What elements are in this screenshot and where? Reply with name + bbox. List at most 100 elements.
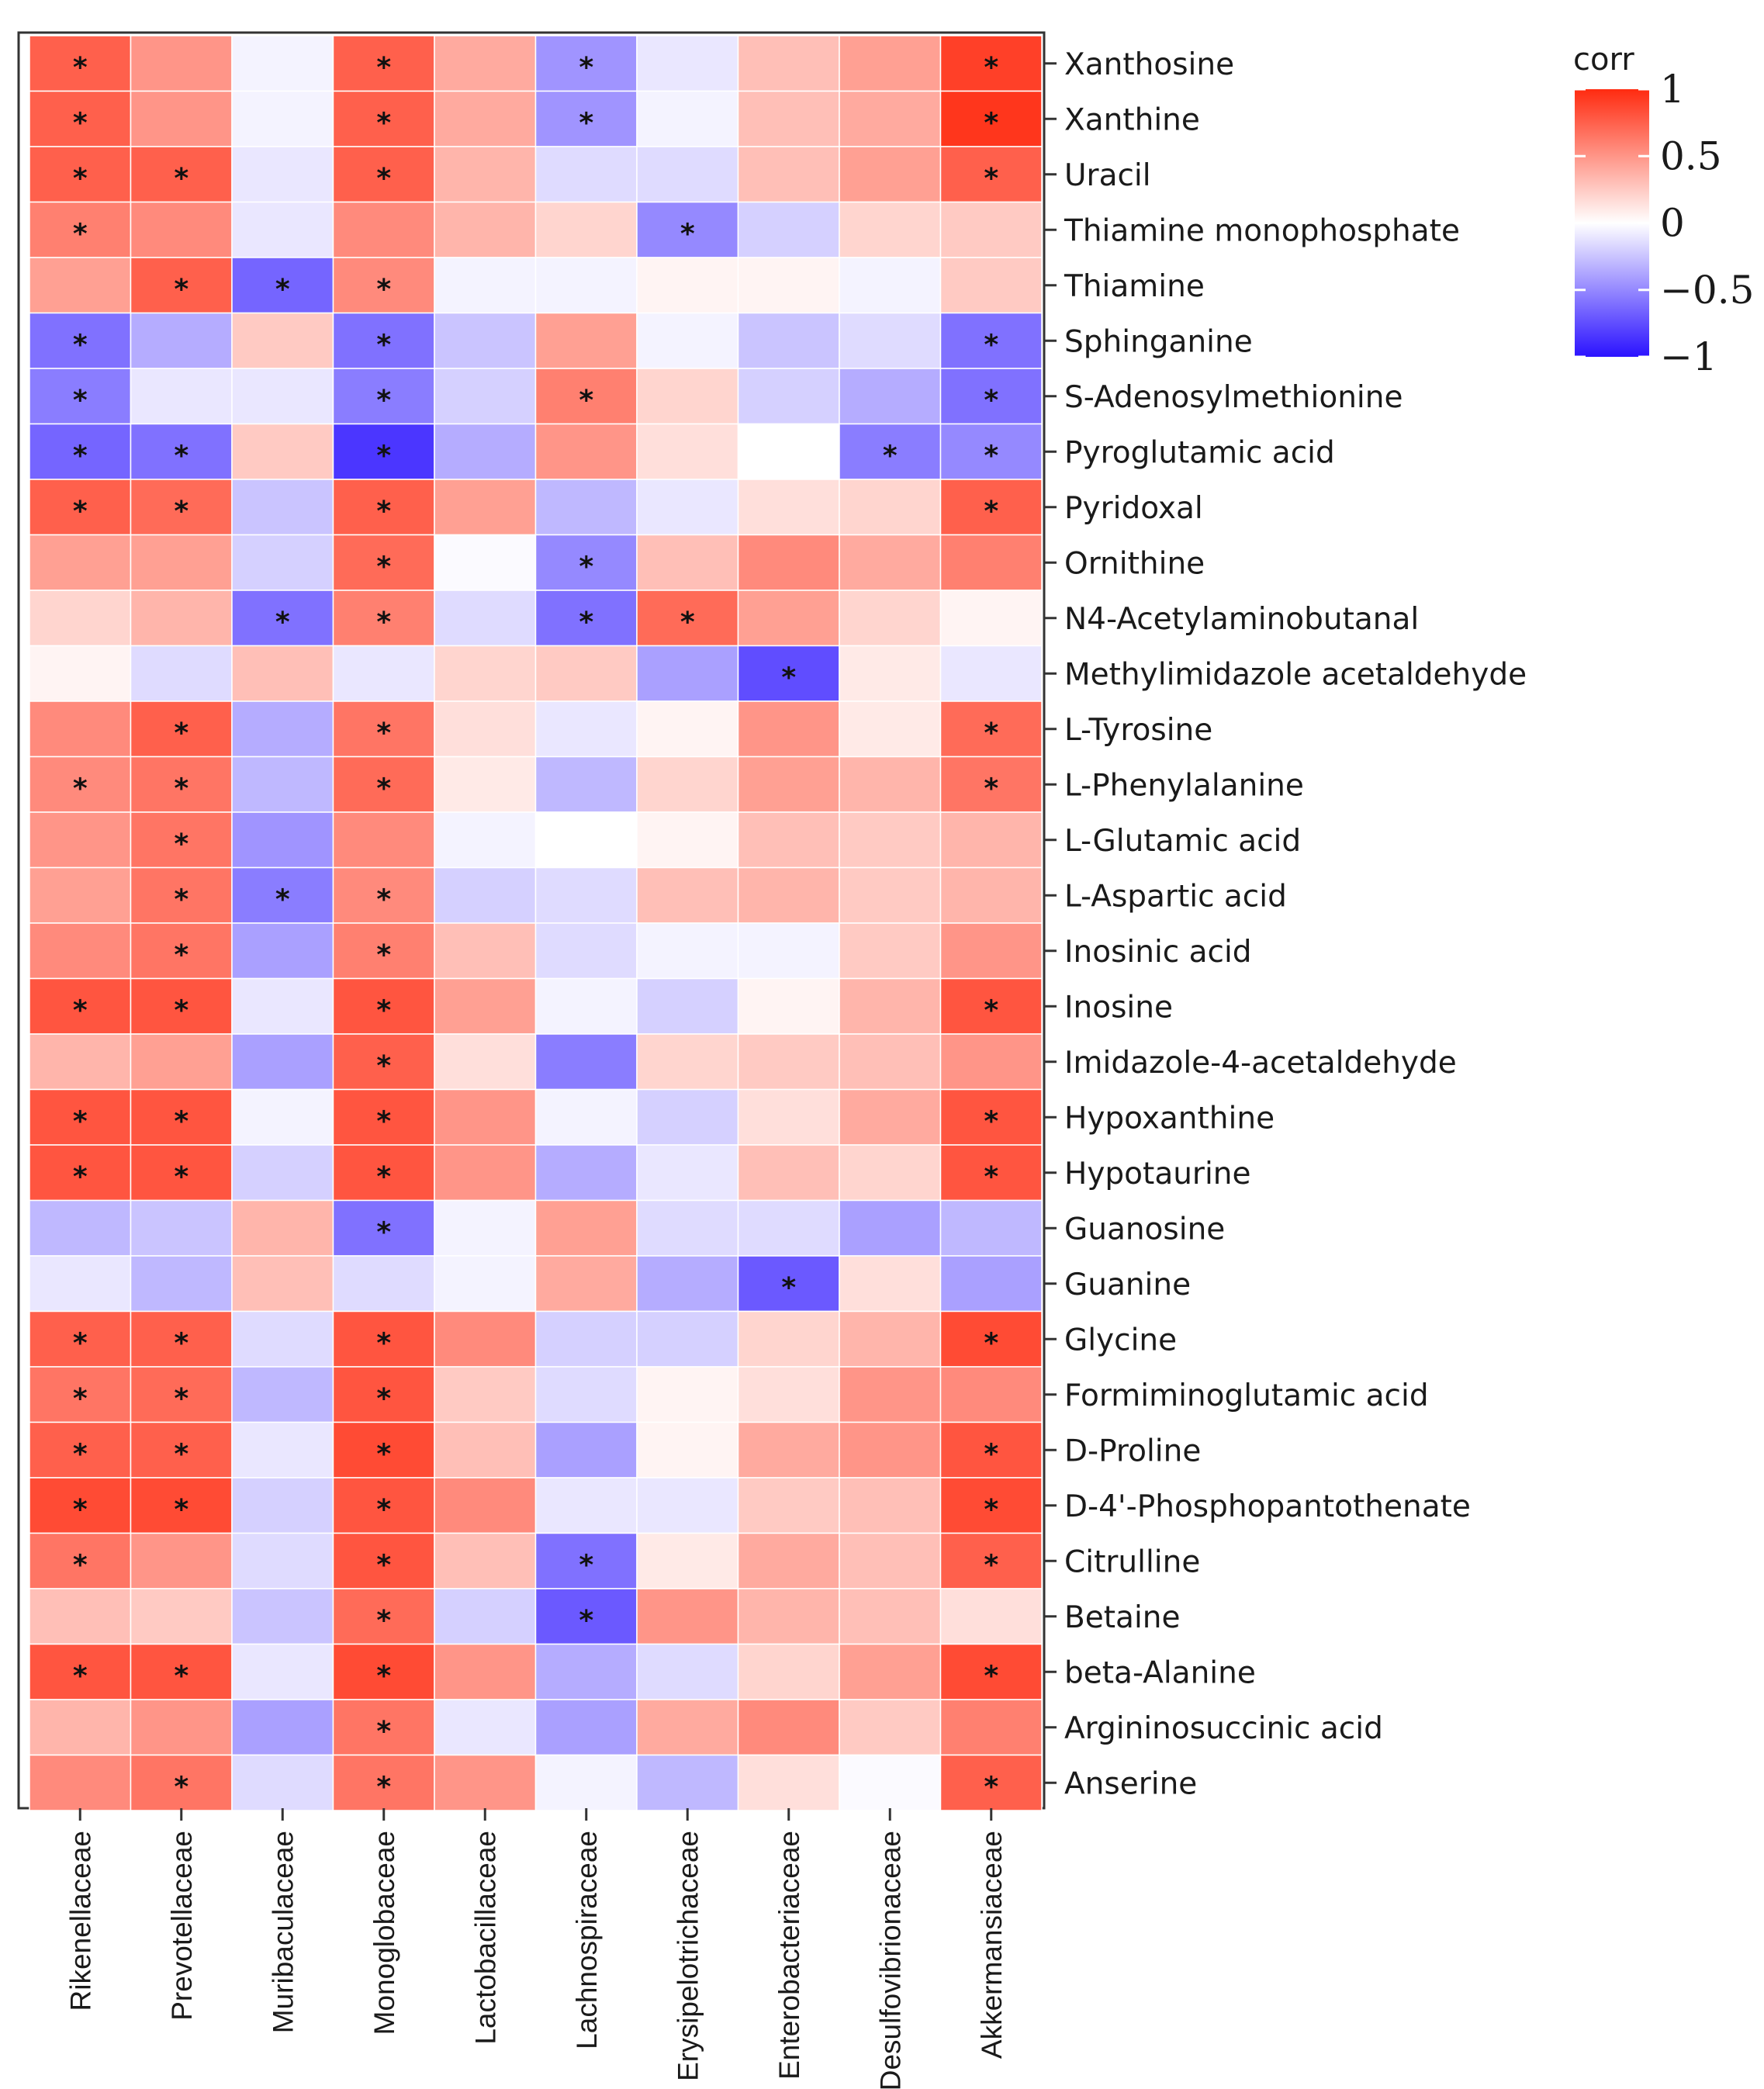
heatmap-cell bbox=[332, 866, 435, 924]
heatmap-cell bbox=[636, 756, 739, 813]
heatmap-cell bbox=[29, 1588, 132, 1645]
significance-marker: * bbox=[376, 1161, 391, 1193]
heatmap-cell bbox=[636, 534, 739, 591]
heatmap-cell bbox=[939, 35, 1043, 92]
significance-marker: * bbox=[174, 884, 189, 915]
heatmap-cell bbox=[939, 1255, 1043, 1313]
heatmap-cell bbox=[29, 146, 132, 203]
heatmap-cell bbox=[839, 201, 942, 258]
significance-marker: * bbox=[376, 1105, 391, 1137]
heatmap-cell bbox=[737, 1588, 840, 1645]
heatmap-cell bbox=[737, 1643, 840, 1700]
heatmap-cell bbox=[231, 1144, 334, 1202]
heatmap-cell bbox=[737, 1033, 840, 1091]
heatmap-cell bbox=[737, 146, 840, 203]
heatmap-cell bbox=[636, 645, 739, 702]
significance-marker: * bbox=[174, 1327, 189, 1359]
heatmap-cell bbox=[434, 1588, 537, 1645]
heatmap-cell bbox=[332, 90, 435, 147]
column-label: Lactobacillaceae bbox=[469, 1831, 501, 2045]
heatmap-cell bbox=[839, 756, 942, 813]
heatmap-cell bbox=[434, 257, 537, 314]
significance-marker: * bbox=[73, 1438, 88, 1470]
heatmap-cell bbox=[130, 977, 233, 1035]
heatmap-cell bbox=[434, 1754, 537, 1811]
heatmap-cell bbox=[534, 1366, 638, 1423]
row-label: D-Proline bbox=[1064, 1434, 1201, 1468]
heatmap-cell bbox=[839, 1366, 942, 1423]
heatmap-cell bbox=[839, 1477, 942, 1534]
heatmap-cell bbox=[636, 1088, 739, 1146]
heatmap-cell bbox=[231, 1421, 334, 1479]
heatmap-cell bbox=[434, 1366, 537, 1423]
significance-marker: * bbox=[376, 884, 391, 915]
heatmap-cell bbox=[534, 423, 638, 480]
heatmap-cell bbox=[231, 1310, 334, 1368]
significance-marker: * bbox=[174, 440, 189, 472]
heatmap-cell bbox=[29, 257, 132, 314]
significance-marker: * bbox=[376, 329, 391, 361]
significance-marker: * bbox=[984, 385, 998, 417]
heatmap-cell bbox=[534, 35, 638, 92]
heatmap-cell bbox=[332, 1310, 435, 1368]
heatmap-cell bbox=[332, 257, 435, 314]
heatmap-cell bbox=[231, 1255, 334, 1313]
heatmap-cell bbox=[332, 700, 435, 758]
heatmap-cell bbox=[534, 1310, 638, 1368]
row-label: Guanosine bbox=[1064, 1212, 1225, 1247]
heatmap-cell bbox=[231, 1532, 334, 1589]
heatmap-cell bbox=[130, 1754, 233, 1811]
significance-marker: * bbox=[376, 1660, 391, 1692]
column-label: Prevotellaceae bbox=[166, 1831, 198, 2021]
heatmap-cell bbox=[332, 423, 435, 480]
significance-marker: * bbox=[73, 1494, 88, 1526]
significance-marker: * bbox=[376, 1383, 391, 1415]
significance-marker: * bbox=[73, 496, 88, 527]
heatmap-cell bbox=[737, 1477, 840, 1534]
heatmap-cell bbox=[939, 1033, 1043, 1091]
heatmap-cell bbox=[231, 368, 334, 425]
heatmap-cell bbox=[839, 590, 942, 647]
heatmap-cell bbox=[534, 866, 638, 924]
row-label: Citrulline bbox=[1064, 1544, 1200, 1579]
significance-marker: * bbox=[73, 1383, 88, 1415]
row-label: Xanthine bbox=[1064, 102, 1200, 137]
heatmap-cell bbox=[939, 1199, 1043, 1257]
heatmap-cell bbox=[737, 534, 840, 591]
significance-marker: * bbox=[781, 1272, 796, 1304]
heatmap-cell bbox=[434, 977, 537, 1035]
column-label: Lachnospiraceae bbox=[571, 1831, 603, 2049]
heatmap-cell bbox=[839, 1144, 942, 1202]
heatmap-cell bbox=[839, 479, 942, 536]
significance-marker: * bbox=[73, 52, 88, 84]
significance-marker: * bbox=[376, 274, 391, 306]
heatmap-cell bbox=[939, 1310, 1043, 1368]
heatmap-cell bbox=[534, 1033, 638, 1091]
heatmap-cell bbox=[332, 368, 435, 425]
row-label: Imidazole-4-acetaldehyde bbox=[1064, 1046, 1457, 1081]
heatmap-cell bbox=[130, 368, 233, 425]
significance-markers: * * * * * * * * * * * * * * * * * * * * * * * * * * * * * * * * * * * * * * * *… bbox=[73, 52, 999, 1804]
heatmap-cell bbox=[534, 1588, 638, 1645]
row-label: Pyridoxal bbox=[1064, 491, 1203, 526]
heatmap-cell bbox=[332, 922, 435, 980]
heatmap-cell bbox=[737, 257, 840, 314]
heatmap-cell bbox=[839, 312, 942, 369]
significance-marker: * bbox=[174, 163, 189, 195]
heatmap-cell bbox=[231, 756, 334, 813]
heatmap-cell bbox=[534, 1255, 638, 1313]
heatmap-cell bbox=[737, 922, 840, 980]
significance-marker: * bbox=[73, 1105, 88, 1137]
legend-title: corr bbox=[1573, 42, 1634, 78]
significance-marker: * bbox=[73, 1327, 88, 1359]
heatmap-cell bbox=[839, 1532, 942, 1589]
heatmap-cell bbox=[636, 368, 739, 425]
heatmap-cell bbox=[737, 1255, 840, 1313]
heatmap-cell bbox=[434, 1699, 537, 1756]
heatmap-cell bbox=[737, 1088, 840, 1146]
heatmap-cell bbox=[737, 1310, 840, 1368]
heatmap-cell bbox=[534, 257, 638, 314]
heatmap-cell bbox=[434, 1643, 537, 1700]
significance-marker: * bbox=[174, 1383, 189, 1415]
row-label: Ornithine bbox=[1064, 546, 1205, 581]
